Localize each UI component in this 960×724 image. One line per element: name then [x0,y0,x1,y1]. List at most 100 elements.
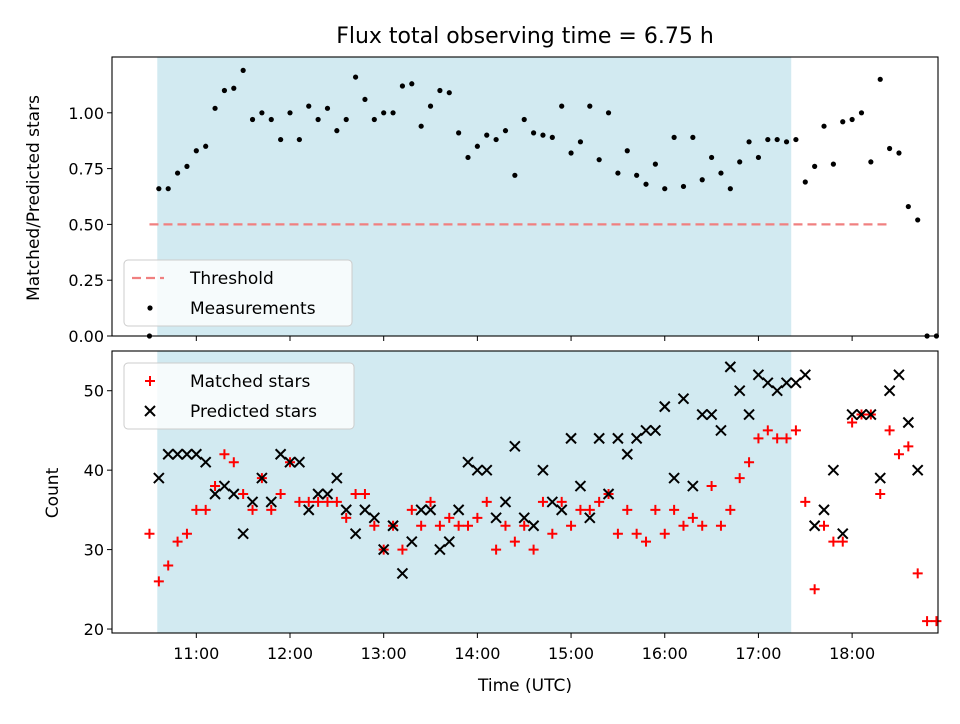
predicted-star-point [865,408,877,421]
x-tick-label: 15:00 [548,644,594,663]
matched-star-point [350,488,361,499]
matched-star-point [425,496,436,507]
measurement-point [840,119,846,125]
predicted-star-point [368,512,381,524]
matched-star-point [247,504,258,515]
matched-star-point [612,528,623,539]
predicted-star-point [396,567,409,580]
matched-star-point [472,512,483,523]
predicted-star-point [303,504,315,516]
measurement-point [184,163,190,169]
measurement-point [324,105,331,111]
predicted-star-point [518,512,530,524]
predicted-star-point [612,432,624,445]
measurement-point [446,90,452,96]
measurement-point [690,134,696,140]
matched-star-point [369,520,380,531]
matched-star-point [790,425,801,436]
matched-star-point [444,512,455,523]
legend-label: Predicted stars [190,402,317,422]
x-tick-label: 16:00 [642,644,688,663]
matched-star-point [912,568,923,579]
measurement-point [399,83,406,89]
matched-star-point [434,520,445,531]
predicted-star-point [630,432,643,445]
measurement-point [371,116,377,123]
matched-star-point [359,488,370,499]
measurement-point [652,161,658,167]
measurement-point [193,148,199,154]
measurement-point [605,110,612,116]
predicted-star-point [321,488,334,500]
matched-star-point [406,504,417,515]
measurement-point [221,87,228,94]
series-predicted-stars [153,361,924,580]
predicted-star-point [265,496,277,508]
measurement-point [493,136,499,143]
matched-star-point [706,481,717,492]
measurement-point [708,154,715,161]
predicted-star-point [527,520,540,532]
measurement-point [905,203,911,210]
matched-star-point [500,520,511,531]
predicted-star-point [190,448,203,460]
measurement-point [409,81,415,87]
measurement-point [568,150,574,156]
count-plot-area: 20 30 40 50 11:00 12:00 13:00 14:00 15:00 16:00 17… [84,350,942,663]
measurement-point [643,181,649,187]
predicted-star-point [340,504,352,516]
predicted-star-point [724,361,737,373]
legend-predicted-swatch [144,405,156,417]
matched-star-point [491,544,502,555]
measurement-point [680,183,687,190]
y-tick-label: 0.50 [68,215,104,234]
matched-star-point [772,433,783,444]
matched-star-point [584,504,595,515]
matched-star-point [341,512,352,523]
y-tick-label: 20 [84,620,104,639]
x-tick-label: 13:00 [361,644,407,663]
matched-star-point [322,496,333,507]
measurement-point [502,128,509,134]
measurement-point [174,170,181,176]
predicted-star-point [659,400,671,413]
predicted-star-point [546,496,559,508]
matched-star-point [744,457,755,468]
measurement-point [540,132,546,138]
predicted-star-point [584,512,596,524]
bottom-y-axis-label: Count [43,467,63,518]
predicted-star-point [855,408,868,421]
predicted-star-point [406,535,418,548]
matched-star-point [556,496,567,507]
matched-star-point [800,496,811,507]
predicted-star-point [818,504,830,516]
predicted-star-point [827,464,840,476]
measurement-point [858,110,865,116]
predicted-star-point [752,369,765,381]
predicted-star-point [687,480,699,492]
measurement-point [549,134,555,140]
predicted-star-point [509,440,521,453]
predicted-star-point [902,416,915,429]
predicted-star-point [237,527,249,540]
measurement-point [240,67,246,73]
x-tick-label: 14:00 [454,644,500,663]
matched-star-point [144,528,155,539]
measurement-point [915,217,921,223]
predicted-star-point [555,504,568,516]
matched-star-point [678,520,689,531]
legend-box [123,259,353,327]
matched-star-point [509,536,520,547]
matched-star-point [416,520,427,531]
matched-star-point [781,433,792,444]
measurement-point [456,130,462,136]
matched-star-point [547,528,558,539]
matched-star-point [922,616,933,627]
measurement-point [596,157,602,163]
matched-star-point [819,520,830,531]
predicted-star-point [565,432,577,445]
matched-star-point [697,520,708,531]
matched-star-point [903,441,914,452]
measurement-point [287,110,293,116]
matched-star-point [172,536,183,547]
